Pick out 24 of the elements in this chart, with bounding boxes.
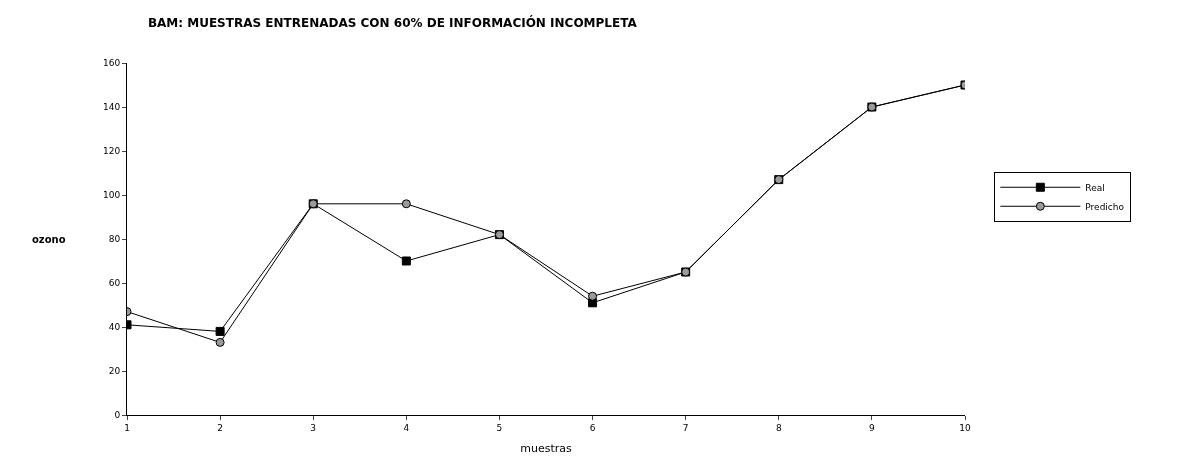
- y-tick-label: 120: [103, 146, 121, 157]
- y-tick-label: 100: [103, 190, 121, 201]
- y-tick-label: 0: [114, 410, 121, 421]
- y-tick-label: 80: [108, 234, 121, 245]
- text: Predicho: [1085, 201, 1125, 212]
- x-tick-label: 10: [959, 422, 971, 433]
- x-tick-label: 7: [682, 422, 689, 433]
- text: Real: [1085, 182, 1105, 193]
- y-axis-title: ozono: [32, 234, 66, 245]
- x-tick-label: 6: [589, 422, 596, 433]
- x-tick-label: 9: [869, 422, 876, 433]
- x-axis-title: muestras: [520, 442, 573, 455]
- y-tick-label: 160: [103, 58, 121, 69]
- chart-title: BAM: MUESTRAS ENTRENADAS CON 60% DE INFORMACIÓN INCOMPLETA: [147, 15, 638, 31]
- y-tick-label: 40: [108, 322, 121, 333]
- x-tick-label: 2: [217, 422, 223, 433]
- x-tick-label: 3: [310, 422, 317, 433]
- x-tick-label: 8: [775, 422, 782, 433]
- x-tick-label: 4: [403, 422, 410, 433]
- y-tick-label: 60: [108, 278, 121, 289]
- x-tick-label: 1: [124, 422, 130, 433]
- y-tick-label: 140: [103, 102, 121, 113]
- x-tick-label: 5: [496, 422, 503, 433]
- y-tick-label: 20: [108, 366, 121, 377]
